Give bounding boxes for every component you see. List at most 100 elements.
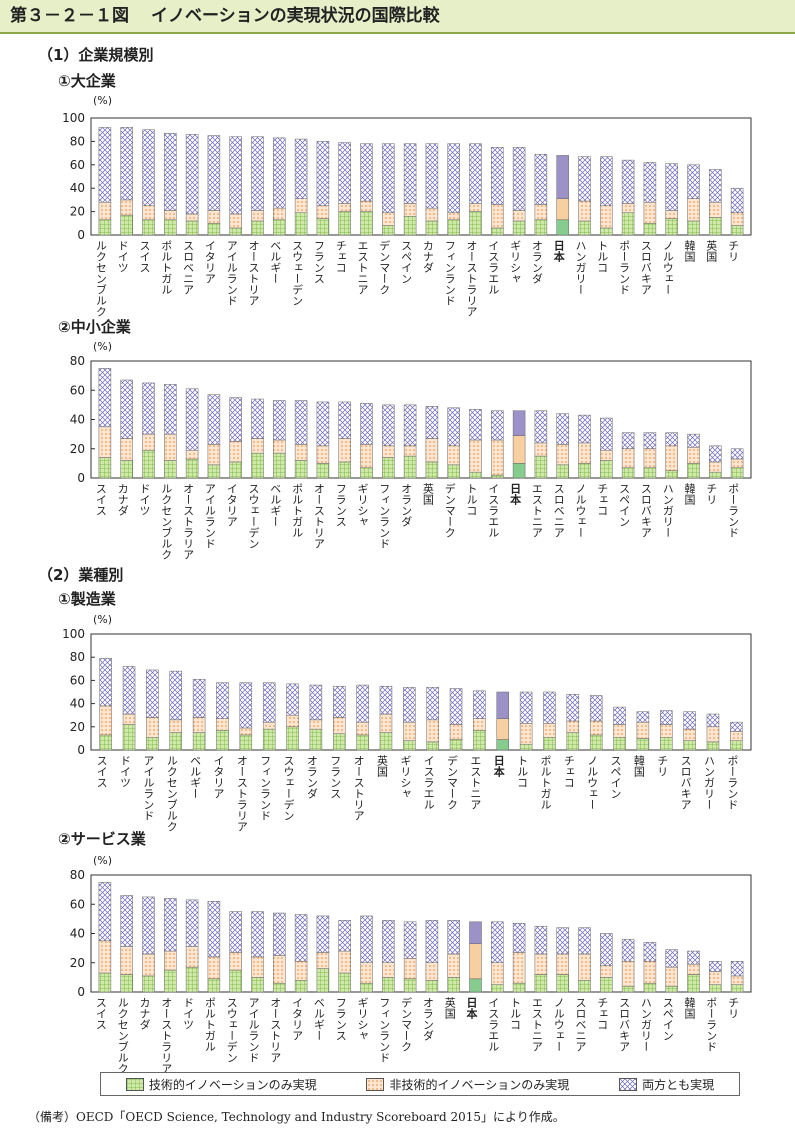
bar-segment-nontech bbox=[512, 435, 526, 464]
bar-segment-both bbox=[338, 920, 351, 952]
bar-segment-tech bbox=[534, 974, 548, 993]
y-tick-label: 20 bbox=[70, 956, 85, 970]
bar-segment-both bbox=[425, 143, 439, 209]
bar-segment-both bbox=[99, 658, 112, 707]
category-label: スペイン bbox=[618, 483, 631, 527]
category-label: デンマーク bbox=[446, 754, 459, 810]
category-label: オーストラリア bbox=[235, 755, 248, 832]
bar-segment-both bbox=[660, 710, 673, 725]
bar-segment-tech bbox=[164, 460, 177, 479]
bar-segment-nontech bbox=[556, 953, 569, 975]
bar-segment-nontech bbox=[316, 205, 330, 219]
category-label: ドイツ bbox=[116, 240, 129, 273]
bar-segment-tech bbox=[98, 972, 112, 993]
bar-segment-nontech bbox=[382, 962, 395, 978]
bar-segment-nontech bbox=[643, 201, 657, 224]
category-label: エストニア bbox=[530, 997, 543, 1052]
category-label: スウェーデン bbox=[247, 483, 260, 549]
bar-segment-tech bbox=[425, 980, 439, 993]
category-label: チリ bbox=[705, 483, 718, 505]
bar-segment-both bbox=[730, 961, 744, 977]
bar-segment-both bbox=[273, 137, 286, 209]
subsection-sme: ②中小企業 bbox=[58, 318, 131, 336]
bar-segment-tech bbox=[578, 980, 591, 993]
y-tick-label: 60 bbox=[70, 897, 85, 911]
bar-segment-tech bbox=[229, 227, 242, 236]
category-label: スロベニア bbox=[552, 483, 565, 538]
bar-segment-nontech bbox=[294, 198, 308, 214]
y-tick-label: 100 bbox=[62, 111, 85, 125]
bar-segment-nontech bbox=[643, 961, 657, 984]
bar-segment-nontech bbox=[164, 950, 177, 971]
bar-segment-tech bbox=[589, 734, 603, 751]
category-label: ポーランド bbox=[727, 483, 740, 538]
bar-segment-both bbox=[185, 134, 199, 215]
bar-segment-both bbox=[251, 911, 264, 958]
category-label: ルクセンブルク bbox=[94, 240, 107, 317]
bar-segment-both bbox=[360, 403, 373, 445]
category-label: アイルランド bbox=[225, 240, 238, 306]
category-label: 日本 bbox=[552, 240, 565, 263]
bar-segment-nontech bbox=[146, 717, 159, 738]
bar-segment-both bbox=[120, 379, 133, 439]
bar-segment-both bbox=[403, 921, 417, 959]
bar-segment-both bbox=[473, 690, 486, 719]
y-tick-label: 60 bbox=[70, 383, 85, 397]
bar-segment-nontech bbox=[473, 718, 486, 731]
bar-segment-nontech bbox=[360, 444, 373, 469]
bar-segment-tech bbox=[621, 985, 635, 993]
legend: 技術的イノベーションのみ実現 非技術的イノベーションのみ実現 両方とも実現 bbox=[100, 1072, 740, 1096]
bar-segment-nontech bbox=[262, 721, 276, 730]
legend-swatch-both bbox=[619, 1077, 638, 1091]
bar-segment-nontech bbox=[578, 442, 591, 464]
y-tick-label: 80 bbox=[70, 134, 85, 148]
bar-segment-both bbox=[142, 896, 155, 955]
bar-segment-nontech bbox=[566, 720, 580, 733]
bar-segment-nontech bbox=[403, 203, 417, 217]
bar-segment-both bbox=[730, 187, 744, 214]
bar-segment-nontech bbox=[636, 721, 650, 739]
category-label: スロバキア bbox=[679, 755, 692, 810]
bar-segment-tech bbox=[491, 227, 504, 236]
category-label: ハンガリー bbox=[639, 997, 652, 1052]
category-label: オーストラリア bbox=[182, 483, 195, 560]
bar-segment-nontech bbox=[709, 971, 722, 985]
bar-segment-both bbox=[534, 410, 548, 444]
bar-segment-both bbox=[447, 407, 460, 447]
category-label: スイス bbox=[138, 240, 151, 273]
bar-segment-nontech bbox=[98, 201, 112, 221]
bar-segment-nontech bbox=[447, 953, 460, 978]
bar-segment-both bbox=[229, 911, 242, 953]
bar-segment-nontech bbox=[382, 212, 395, 226]
bar-segment-nontech bbox=[613, 724, 626, 738]
y-tick-label: 0 bbox=[77, 228, 85, 242]
bar-segment-tech bbox=[426, 741, 439, 751]
category-label: エストニア bbox=[530, 483, 543, 538]
category-label: スペイン bbox=[609, 755, 622, 799]
legend-label-tech: 技術的イノベーションのみ実現 bbox=[148, 1077, 317, 1092]
category-label: ポルトガル bbox=[160, 240, 173, 295]
bar-segment-both bbox=[216, 682, 229, 719]
bar-segment-nontech bbox=[99, 705, 112, 736]
bar-segment-nontech bbox=[730, 731, 743, 741]
bar-segment-both bbox=[512, 147, 526, 211]
category-label: イスラエル bbox=[422, 755, 435, 810]
bar-segment-both bbox=[600, 933, 613, 966]
category-label: スロバキア bbox=[639, 483, 652, 538]
bar-segment-both bbox=[665, 432, 678, 447]
bar-segment-tech bbox=[556, 974, 569, 993]
bar-segment-both bbox=[207, 901, 221, 958]
bar-segment-both bbox=[534, 154, 548, 205]
bar-segment-both bbox=[251, 398, 264, 439]
legend-item-tech: 技術的イノベーションのみ実現 bbox=[125, 1076, 317, 1093]
bar-segment-nontech bbox=[730, 458, 744, 469]
y-tick-label: 40 bbox=[70, 927, 85, 941]
bar-segment-both bbox=[683, 711, 696, 730]
bar-segment-nontech bbox=[273, 439, 286, 454]
bar-segment-both bbox=[185, 388, 199, 451]
subsection-large-firms: ①大企業 bbox=[58, 72, 116, 90]
bar-segment-both bbox=[164, 898, 177, 952]
bar-segment-nontech bbox=[730, 212, 744, 226]
bar-segment-tech bbox=[469, 978, 482, 993]
